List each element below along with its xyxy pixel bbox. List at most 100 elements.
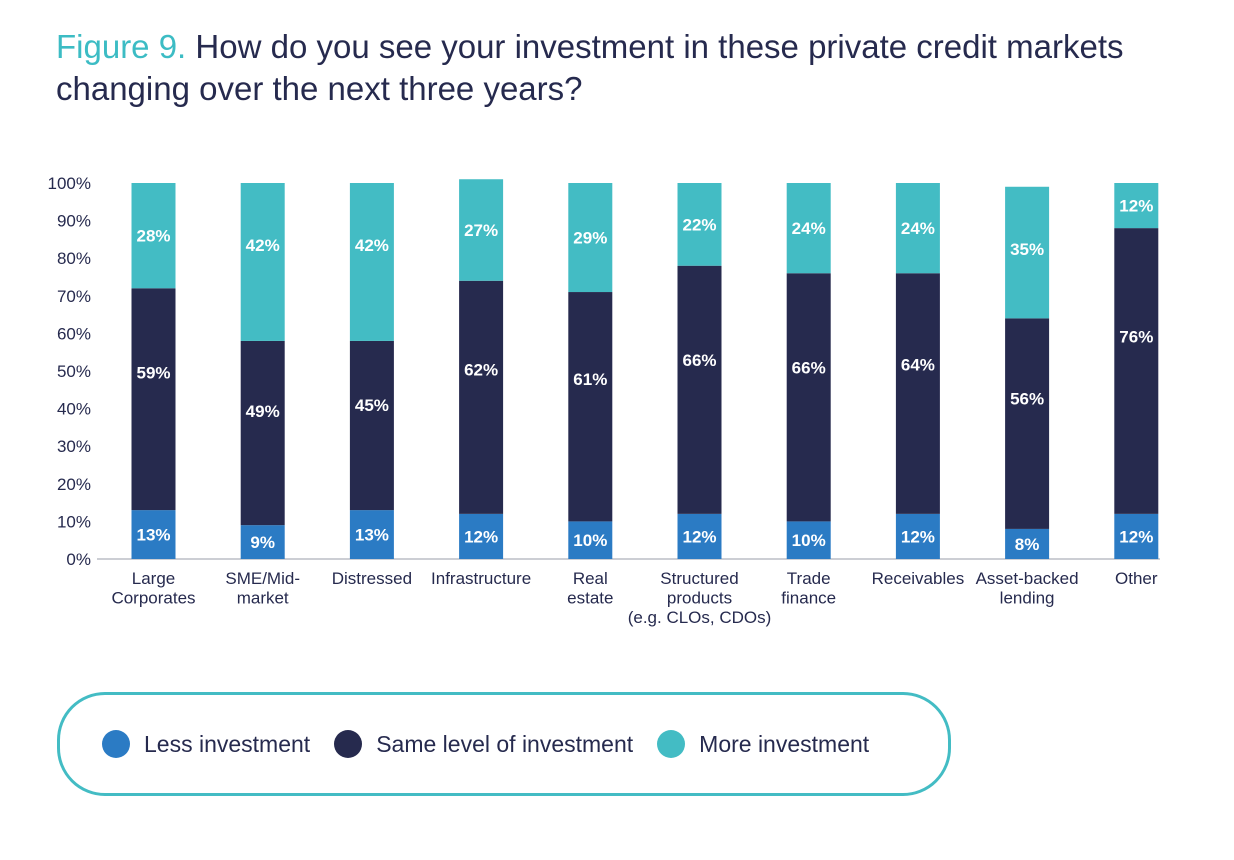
bar-segment-less <box>786 521 831 559</box>
bar-segment-more <box>1114 183 1159 229</box>
bar-segment-more <box>459 179 504 281</box>
x-category-label: Distressed <box>332 569 412 588</box>
legend-swatch-less <box>102 730 130 758</box>
bar-segment-less <box>677 513 722 559</box>
bar-segment-more <box>349 183 394 341</box>
x-category-label: products <box>667 589 732 608</box>
data-label-less: 13% <box>136 526 170 545</box>
x-category-label: (e.g. CLOs, CDOs) <box>628 608 772 627</box>
data-label-less: 10% <box>792 531 826 550</box>
bar-segment-same <box>786 273 831 522</box>
y-tick-label: 10% <box>57 512 91 531</box>
data-label-more: 28% <box>136 227 170 246</box>
bar-segment-less <box>349 510 394 559</box>
y-tick-label: 30% <box>57 437 91 456</box>
bar-segment-same <box>895 273 940 514</box>
x-category-label: Asset-backed <box>976 569 1079 588</box>
figure-title: How do you see your investment in these … <box>56 28 1124 107</box>
y-tick-label: 60% <box>57 324 91 343</box>
x-category-label: SME/Mid- <box>225 569 300 588</box>
page-title: Figure 9. How do you see your investment… <box>56 26 1196 110</box>
x-category-label: finance <box>781 589 836 608</box>
data-label-less: 12% <box>1119 527 1153 546</box>
data-label-less: 9% <box>250 533 275 552</box>
bar-segment-less <box>459 513 504 559</box>
bar-segment-same <box>568 292 613 522</box>
data-label-more: 22% <box>682 215 716 234</box>
data-label-same: 62% <box>464 360 498 379</box>
bar-segment-less <box>1005 528 1050 559</box>
data-label-more: 24% <box>901 219 935 238</box>
bar-segment-more <box>677 183 722 266</box>
data-label-more: 12% <box>1119 197 1153 216</box>
x-category-label: Corporates <box>111 589 195 608</box>
y-tick-label: 0% <box>66 550 91 569</box>
bar-segment-same <box>1005 318 1050 529</box>
bar-segment-more <box>786 183 831 274</box>
y-tick-label: 50% <box>57 362 91 381</box>
figure-number: Figure 9. <box>56 28 187 65</box>
bar-segment-less <box>240 525 285 559</box>
y-tick-label: 20% <box>57 475 91 494</box>
data-label-same: 49% <box>246 402 280 421</box>
data-label-more: 29% <box>573 229 607 248</box>
legend-item-same: Same level of investment <box>334 730 633 758</box>
data-label-less: 10% <box>573 531 607 550</box>
x-category-label: Real <box>573 569 608 588</box>
chart-legend: Less investment Same level of investment… <box>57 692 951 796</box>
bar-segment-less <box>131 510 176 559</box>
x-category-label: market <box>237 589 289 608</box>
y-tick-label: 40% <box>57 400 91 419</box>
x-category-label: Structured <box>660 569 738 588</box>
bar-segment-less <box>895 513 940 559</box>
data-label-same: 45% <box>355 396 389 415</box>
data-label-less: 12% <box>682 527 716 546</box>
bar-segment-more <box>131 183 176 289</box>
bar-segment-same <box>349 340 394 511</box>
data-label-less: 12% <box>464 527 498 546</box>
data-label-more: 24% <box>792 219 826 238</box>
y-tick-label: 90% <box>57 212 91 231</box>
bar-segment-same <box>1114 228 1159 514</box>
bar-segment-more <box>568 183 613 293</box>
bar-segment-less <box>568 521 613 559</box>
y-tick-label: 100% <box>48 174 91 193</box>
x-category-label: Receivables <box>872 569 965 588</box>
data-label-same: 61% <box>573 370 607 389</box>
data-label-more: 42% <box>355 236 389 255</box>
data-label-same: 66% <box>792 359 826 378</box>
bar-segment-more <box>1005 186 1050 319</box>
x-category-label: Other <box>1115 569 1158 588</box>
data-label-more: 42% <box>246 236 280 255</box>
x-category-label: Infrastructure <box>431 569 531 588</box>
data-label-same: 59% <box>136 364 170 383</box>
legend-item-more: More investment <box>657 730 869 758</box>
bar-segment-more <box>895 183 940 274</box>
data-label-less: 12% <box>901 527 935 546</box>
legend-swatch-more <box>657 730 686 758</box>
x-category-label: Large <box>132 569 175 588</box>
data-label-more: 27% <box>464 221 498 240</box>
bar-segment-same <box>131 288 176 511</box>
data-label-less: 13% <box>355 526 389 545</box>
bar-segment-more <box>240 183 285 341</box>
x-category-label: Trade <box>787 569 831 588</box>
bar-segment-same <box>240 340 285 526</box>
bar-segment-same <box>677 265 722 514</box>
stacked-bar-chart: 0% 10% 20% 30% 40% 50% 60% 70% 80% 90% 100% 13% 59% 2… <box>48 174 1160 627</box>
legend-item-less: Less investment <box>102 730 310 758</box>
x-category-label: lending <box>1000 589 1055 608</box>
data-label-less: 8% <box>1015 535 1040 554</box>
y-tick-label: 70% <box>57 287 91 306</box>
data-label-same: 64% <box>901 356 935 375</box>
legend-label-more: More investment <box>699 730 870 757</box>
data-label-same: 56% <box>1010 389 1044 408</box>
x-category-label: estate <box>567 589 613 608</box>
legend-label-less: Less investment <box>144 730 311 757</box>
data-label-more: 35% <box>1010 240 1044 259</box>
data-label-same: 66% <box>682 351 716 370</box>
y-tick-label: 80% <box>57 249 91 268</box>
legend-label-same: Same level of investment <box>376 730 634 757</box>
bar-segment-less <box>1114 513 1159 559</box>
bar-segment-same <box>459 280 504 514</box>
